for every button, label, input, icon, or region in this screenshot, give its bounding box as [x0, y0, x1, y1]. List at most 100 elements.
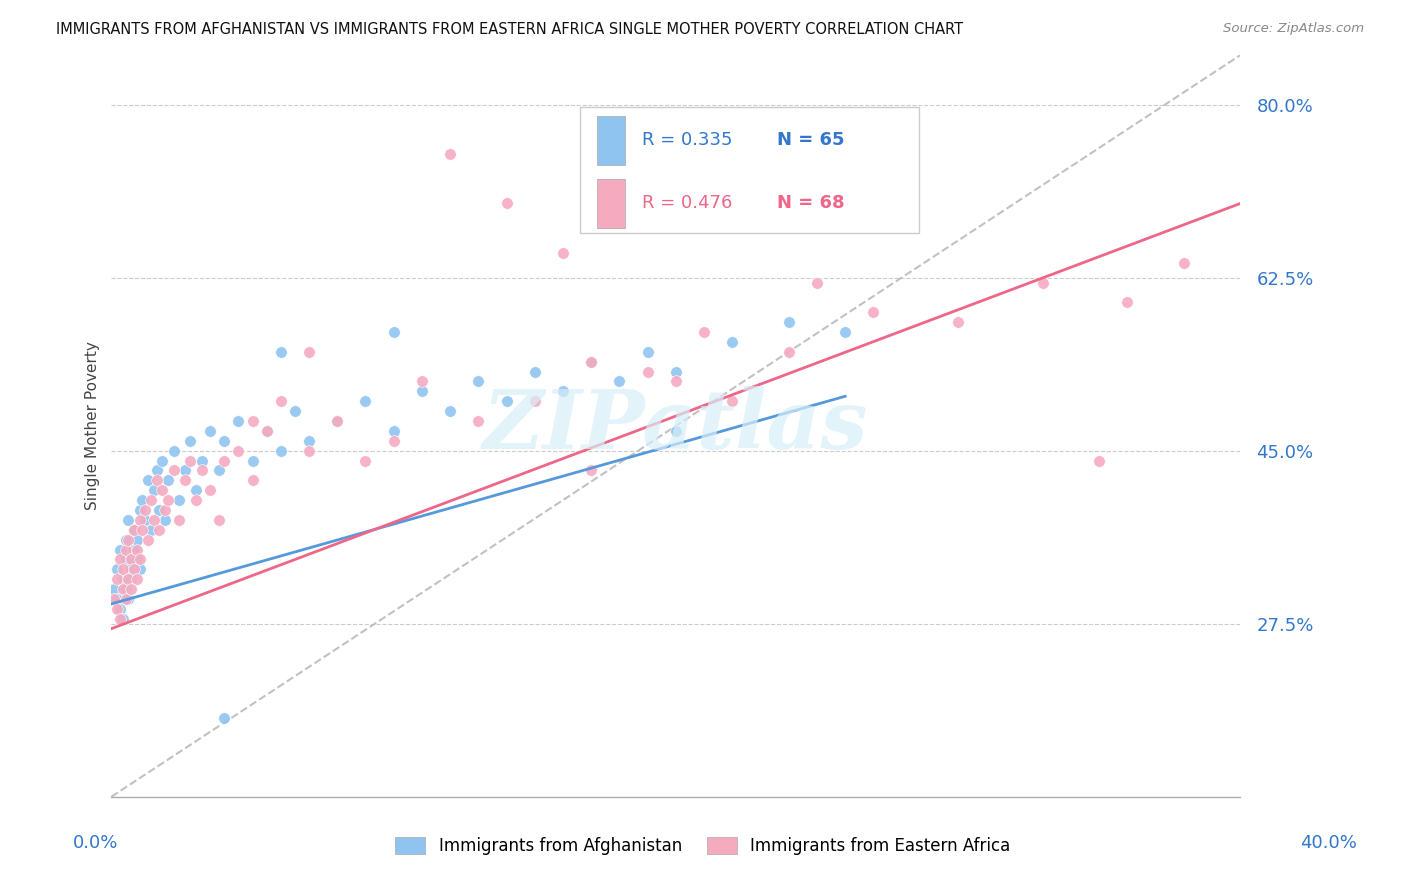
- Point: [228, 414, 250, 428]
- Point: [120, 552, 142, 566]
- Point: [208, 513, 231, 527]
- Point: [156, 473, 179, 487]
- Point: [103, 582, 125, 596]
- Point: [173, 463, 195, 477]
- Text: ZIPatlas: ZIPatlas: [484, 386, 869, 466]
- Point: [354, 453, 377, 467]
- Point: [150, 483, 173, 498]
- Point: [270, 394, 292, 409]
- Point: [214, 434, 236, 448]
- Point: [105, 591, 128, 606]
- Text: IMMIGRANTS FROM AFGHANISTAN VS IMMIGRANTS FROM EASTERN AFRICA SINGLE MOTHER POVE: IMMIGRANTS FROM AFGHANISTAN VS IMMIGRANT…: [56, 22, 963, 37]
- Point: [693, 325, 716, 339]
- Point: [148, 503, 170, 517]
- Point: [142, 513, 165, 527]
- Point: [551, 246, 574, 260]
- Point: [105, 602, 128, 616]
- Point: [179, 434, 201, 448]
- Point: [242, 414, 264, 428]
- Point: [139, 493, 162, 508]
- Point: [184, 483, 207, 498]
- Point: [153, 503, 176, 517]
- Point: [1116, 295, 1139, 310]
- Point: [382, 434, 405, 448]
- Point: [495, 196, 517, 211]
- Point: [111, 582, 134, 596]
- Point: [167, 493, 190, 508]
- Point: [284, 404, 307, 418]
- Point: [145, 473, 167, 487]
- Point: [136, 533, 159, 547]
- Point: [111, 572, 134, 586]
- Point: [167, 513, 190, 527]
- Point: [131, 493, 153, 508]
- FancyBboxPatch shape: [579, 107, 918, 233]
- Point: [134, 503, 156, 517]
- Point: [270, 344, 292, 359]
- Point: [946, 315, 969, 329]
- Point: [190, 463, 212, 477]
- Text: N = 65: N = 65: [778, 131, 845, 150]
- Point: [495, 394, 517, 409]
- Text: 0.0%: 0.0%: [73, 834, 118, 852]
- Point: [125, 552, 148, 566]
- Text: R = 0.476: R = 0.476: [643, 194, 733, 212]
- Text: R = 0.335: R = 0.335: [643, 131, 733, 150]
- Point: [114, 533, 136, 547]
- Point: [128, 552, 150, 566]
- Point: [128, 503, 150, 517]
- Point: [108, 602, 131, 616]
- Point: [609, 375, 631, 389]
- Point: [122, 562, 145, 576]
- Point: [862, 305, 884, 319]
- Point: [637, 365, 659, 379]
- Point: [114, 582, 136, 596]
- Point: [298, 443, 321, 458]
- Point: [105, 562, 128, 576]
- Point: [579, 463, 602, 477]
- Point: [1032, 276, 1054, 290]
- Point: [523, 394, 546, 409]
- Point: [1088, 453, 1111, 467]
- Point: [270, 443, 292, 458]
- Point: [665, 424, 688, 438]
- Point: [806, 276, 828, 290]
- Point: [142, 483, 165, 498]
- Point: [198, 483, 221, 498]
- Point: [523, 365, 546, 379]
- Point: [184, 493, 207, 508]
- Point: [111, 562, 134, 576]
- Bar: [596, 179, 626, 227]
- Point: [439, 404, 461, 418]
- Point: [242, 473, 264, 487]
- Point: [120, 572, 142, 586]
- Point: [114, 552, 136, 566]
- Point: [665, 375, 688, 389]
- Point: [256, 424, 278, 438]
- Point: [162, 443, 184, 458]
- Point: [298, 434, 321, 448]
- Point: [721, 334, 744, 349]
- Point: [136, 473, 159, 487]
- Point: [467, 414, 489, 428]
- Point: [382, 424, 405, 438]
- Point: [298, 344, 321, 359]
- Point: [214, 711, 236, 725]
- Point: [111, 612, 134, 626]
- Point: [326, 414, 349, 428]
- Point: [208, 463, 231, 477]
- Point: [637, 344, 659, 359]
- Point: [411, 375, 433, 389]
- Point: [125, 533, 148, 547]
- Point: [150, 453, 173, 467]
- Point: [122, 523, 145, 537]
- Point: [128, 513, 150, 527]
- Point: [579, 354, 602, 368]
- Point: [117, 533, 139, 547]
- Point: [125, 572, 148, 586]
- Point: [105, 572, 128, 586]
- Bar: [596, 116, 626, 164]
- Point: [778, 344, 800, 359]
- Legend: Immigrants from Afghanistan, Immigrants from Eastern Africa: Immigrants from Afghanistan, Immigrants …: [388, 830, 1018, 862]
- Point: [162, 463, 184, 477]
